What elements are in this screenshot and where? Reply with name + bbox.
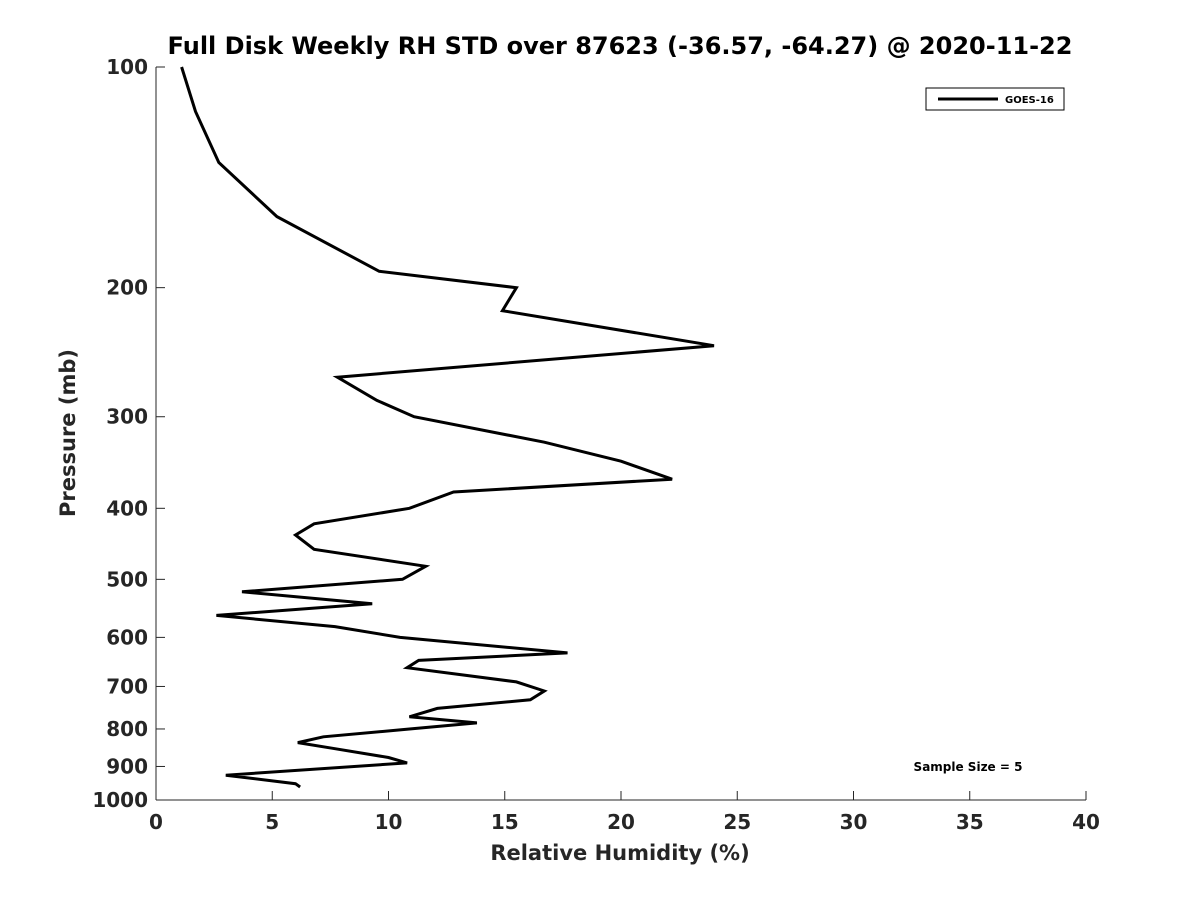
y-tick-label: 700 [106, 674, 148, 698]
y-tick-label: 200 [106, 276, 148, 300]
x-axis-label: Relative Humidity (%) [490, 841, 749, 865]
x-tick-label: 40 [1072, 810, 1100, 834]
series-lines [180, 66, 715, 789]
x-tick-label: 35 [956, 810, 984, 834]
y-tick-label: 500 [106, 567, 148, 591]
x-tick-label: 15 [491, 810, 519, 834]
y-tick-label: 400 [106, 496, 148, 520]
x-tick-label: 30 [840, 810, 868, 834]
y-axis-label: Pressure (mb) [56, 349, 80, 517]
y-tick-label: 900 [106, 754, 148, 778]
x-tick-label: 20 [607, 810, 635, 834]
series-line-goes-16 [180, 66, 715, 789]
x-tick-label: 10 [375, 810, 403, 834]
sample-size-annotation: Sample Size = 5 [914, 760, 1023, 774]
x-axis-ticks: 0 5 10 15 20 25 30 35 40 [149, 791, 1100, 834]
y-tick-label: 1000 [92, 788, 148, 812]
y-axis-ticks: 100 200 300 400 500 600 700 800 900 1000 [92, 55, 165, 812]
x-tick-label: 0 [149, 810, 163, 834]
x-tick-label: 25 [723, 810, 751, 834]
y-tick-label: 800 [106, 717, 148, 741]
x-tick-label: 5 [265, 810, 279, 834]
legend-entry-goes-16: GOES-16 [1005, 95, 1054, 106]
y-tick-label: 100 [106, 55, 148, 79]
legend: GOES-16 [925, 87, 1065, 111]
y-tick-label: 600 [106, 625, 148, 649]
y-tick-label: 300 [106, 405, 148, 429]
chart-title: Full Disk Weekly RH STD over 87623 (-36.… [168, 32, 1073, 60]
